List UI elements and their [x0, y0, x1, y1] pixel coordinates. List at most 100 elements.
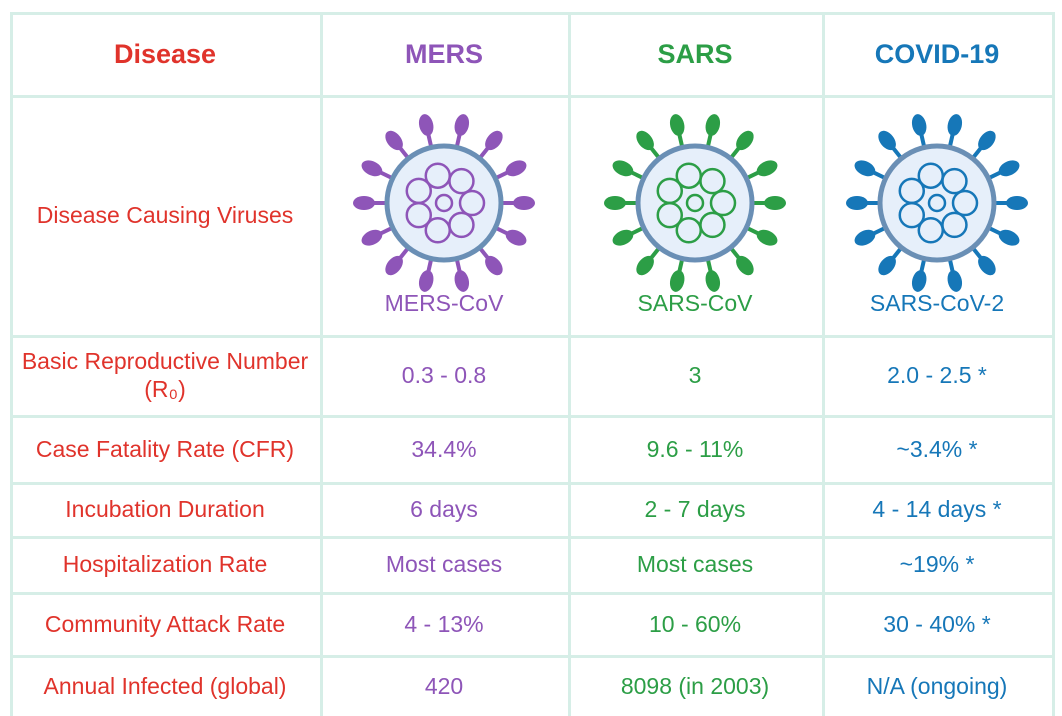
row-label: Incubation Duration [65, 496, 265, 522]
virus-part [705, 270, 721, 292]
header-cell: MERS [404, 38, 483, 69]
row-label: Case Fatality Rate (CFR) [35, 435, 295, 462]
row-border [10, 592, 1055, 595]
virus-part [405, 177, 433, 205]
virus-part [485, 255, 503, 276]
virus-part [361, 229, 383, 246]
virus-part [505, 160, 527, 177]
virus-part [513, 196, 535, 210]
virus-part [854, 160, 876, 177]
value-cell: 34.4% [411, 435, 477, 462]
row-label: Basic Reproductive Number (R₀) [21, 348, 309, 402]
virus-part [898, 177, 926, 205]
virus-name: SARS-CoV [637, 290, 753, 316]
virus-part [998, 229, 1020, 246]
virus-part [917, 217, 945, 244]
virus-part [424, 217, 452, 244]
row-label: Annual Infected (global) [43, 672, 287, 699]
virus-part [675, 217, 703, 244]
virus-part [911, 270, 927, 292]
virus-name: MERS-CoV [384, 290, 504, 316]
row-border [10, 335, 1055, 338]
value-cell: Most cases [385, 551, 503, 577]
virus-part [951, 189, 979, 217]
virus-part [385, 255, 403, 276]
column-border [568, 12, 571, 716]
virus-illustration [604, 114, 786, 292]
value-cell: N/A (ongoing) [866, 672, 1008, 699]
row-border [10, 95, 1055, 98]
header-cell: COVID-19 [874, 38, 1000, 69]
virus-part [385, 130, 403, 151]
virus-part [636, 255, 654, 276]
virus-part [709, 189, 737, 217]
virus-part [353, 196, 375, 210]
virus-name: SARS-CoV-2 [869, 290, 1005, 316]
virus-part [705, 114, 721, 136]
virus-part [505, 229, 527, 246]
virus-part [947, 270, 963, 292]
column-border [10, 12, 13, 716]
row-border [10, 415, 1055, 418]
virus-part [947, 114, 963, 136]
row-border [10, 12, 1055, 15]
value-cell: 2.0 - 2.5 * [887, 362, 987, 388]
value-cell: 2 - 7 days [644, 496, 746, 522]
virus-part [736, 255, 754, 276]
virus-part [911, 114, 927, 136]
virus-part [612, 160, 634, 177]
virus-part [485, 130, 503, 151]
row-label: Hospitalization Rate [62, 551, 268, 577]
virus-part [764, 196, 786, 210]
virus-part [458, 189, 486, 217]
virus-illustration [353, 114, 535, 292]
value-cell: ~3.4% * [896, 435, 978, 462]
virus-part [699, 167, 726, 195]
virus-part [418, 114, 434, 136]
virus-part [361, 160, 383, 177]
value-cell: 3 [688, 362, 702, 388]
virus-part [454, 270, 470, 292]
virus-part [756, 160, 778, 177]
value-cell: 0.3 - 0.8 [401, 362, 487, 388]
virus-part [612, 229, 634, 246]
value-cell: 420 [424, 672, 464, 699]
virus-part [941, 167, 968, 195]
virus-part [656, 177, 684, 205]
value-cell: Most cases [636, 551, 754, 577]
virus-part [434, 193, 454, 213]
virus-part [669, 114, 685, 136]
virus-part [736, 130, 754, 151]
virus-part [669, 270, 685, 292]
row-label: Disease Causing Viruses [36, 202, 294, 228]
virus-part [846, 196, 868, 210]
column-border [320, 12, 323, 716]
row-border [10, 482, 1055, 485]
virus-part [636, 130, 654, 151]
virus-part [978, 130, 996, 151]
virus-part [927, 193, 947, 213]
virus-illustration [846, 114, 1028, 292]
virus-part [1006, 196, 1028, 210]
virus-part [878, 130, 896, 151]
value-cell: 8098 (in 2003) [620, 672, 770, 699]
row-border [10, 655, 1055, 658]
virus-part [854, 229, 876, 246]
value-cell: 4 - 13% [404, 610, 484, 637]
virus-part [756, 229, 778, 246]
virus-part [418, 270, 434, 292]
value-cell: 6 days [410, 496, 478, 522]
virus-part [454, 114, 470, 136]
virus-part [685, 193, 705, 213]
row-border [10, 536, 1055, 539]
value-cell: ~19% * [899, 551, 975, 577]
virus-part [604, 196, 626, 210]
header-cell: Disease [113, 38, 217, 69]
column-border [822, 12, 825, 716]
virus-part [878, 255, 896, 276]
column-border [1052, 12, 1055, 716]
value-cell: 30 - 40% * [883, 610, 991, 637]
value-cell: 9.6 - 11% [646, 435, 744, 462]
virus-part [978, 255, 996, 276]
